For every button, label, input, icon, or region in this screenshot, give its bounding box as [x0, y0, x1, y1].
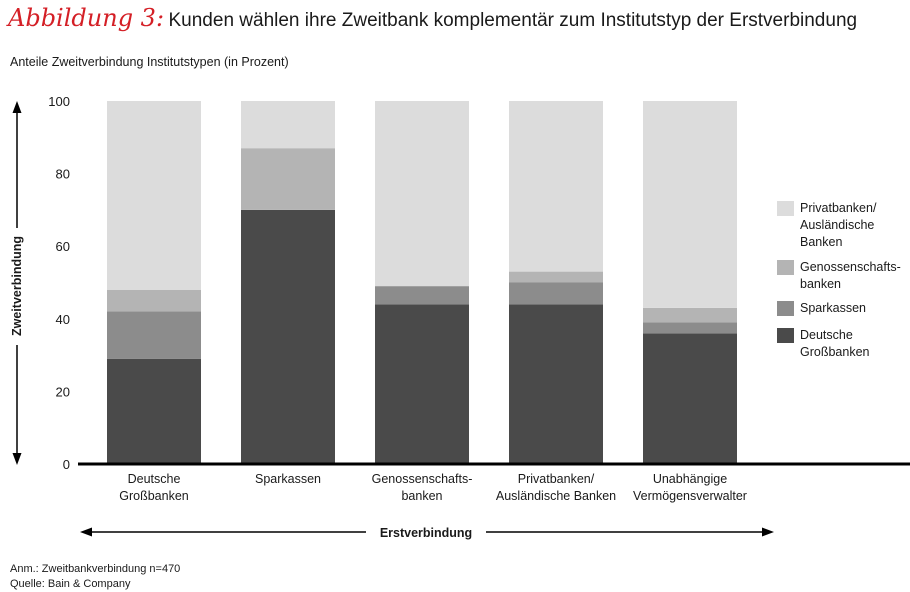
- legend-label-3: Deutsche Großbanken: [800, 328, 870, 359]
- bar-segment-4-3: [643, 101, 737, 308]
- source-note: Quelle: Bain & Company: [10, 578, 131, 590]
- legend-label-2: Sparkassen: [800, 301, 866, 315]
- bar-segment-4-2: [643, 307, 737, 323]
- bar-segment-4-0: [643, 333, 737, 464]
- legend-label-1: Genossenschafts-banken: [800, 260, 901, 291]
- x-tick-label-4: Unabhängige Vermögensverwalter: [633, 472, 747, 503]
- x-axis-title: Erstverbindung: [380, 526, 472, 540]
- bar-segment-2-0: [375, 304, 469, 464]
- legend-label-0: Privatbanken/Ausländische Banken: [800, 201, 877, 249]
- y-tick-label-3: 60: [56, 239, 70, 254]
- bar-segment-4-1: [643, 322, 737, 334]
- bar-segment-0-3: [107, 101, 201, 290]
- x-axis-arrow-head-left: [80, 527, 92, 537]
- bar-segment-0-0: [107, 358, 201, 464]
- sample-note: Anm.: Zweitbankverbindung n=470: [10, 563, 181, 575]
- legend-swatch-0: [777, 201, 794, 216]
- legend-swatch-1: [777, 260, 794, 275]
- bar-segment-3-2: [509, 271, 603, 283]
- y-tick-label-0: 0: [63, 457, 70, 472]
- bar-segment-3-3: [509, 101, 603, 272]
- footnotes: Anm.: Zweitbankverbindung n=470 Quelle: …: [10, 562, 180, 592]
- x-tick-label-2: Genossenschafts-banken: [372, 472, 473, 503]
- legend-swatch-3: [777, 328, 794, 343]
- x-tick-label-0: Deutsche Großbanken: [119, 472, 189, 503]
- y-axis-title: Zweitverbindung: [10, 236, 24, 336]
- y-axis-arrow-head-down: [12, 453, 22, 465]
- y-tick-label-4: 80: [56, 167, 70, 182]
- bar-segment-0-2: [107, 289, 201, 312]
- chart-subtitle: Anteile Zweitverbindung Institutstypen (…: [10, 55, 289, 69]
- bar-segment-0-1: [107, 311, 201, 359]
- y-tick-label-5: 100: [48, 94, 70, 109]
- bar-segment-1-3: [241, 101, 335, 149]
- title-text: Kunden wählen ihre Zweitbank komplementä…: [168, 10, 858, 31]
- bar-segment-3-1: [509, 282, 603, 305]
- y-axis-arrow-head-up: [12, 101, 22, 113]
- x-axis-arrow-head-right: [762, 527, 774, 537]
- bar-segment-1-0: [241, 209, 335, 464]
- bar-segment-2-3: [375, 101, 469, 287]
- x-tick-label-3: Privatbanken/Ausländische Banken: [496, 472, 616, 503]
- bar-segment-2-1: [375, 286, 469, 305]
- y-tick-label-1: 20: [56, 384, 70, 399]
- chart-title: Abbildung 3: Kunden wählen ihre Zweitban…: [8, 4, 857, 32]
- bar-segment-1-2: [241, 148, 335, 210]
- figure-label: Abbildung 3:: [8, 4, 165, 32]
- legend-swatch-2: [777, 301, 794, 316]
- y-tick-label-2: 40: [56, 312, 70, 327]
- x-tick-label-1: Sparkassen: [255, 472, 321, 486]
- bar-segment-3-0: [509, 304, 603, 464]
